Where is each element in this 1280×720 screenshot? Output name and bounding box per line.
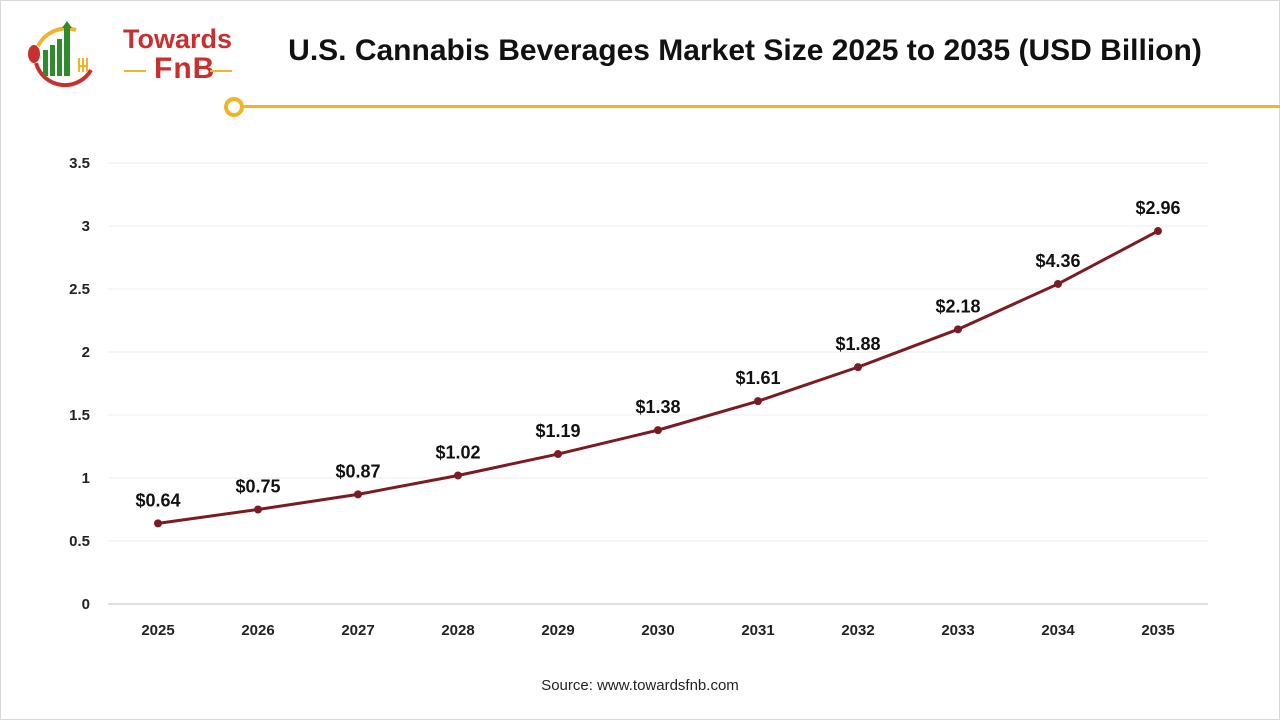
x-tick-label: 2034	[1041, 622, 1075, 639]
logo-text-fnb: FnB	[154, 52, 216, 85]
y-tick-label: 0.5	[69, 533, 90, 550]
x-tick-label: 2035	[1141, 622, 1174, 639]
towards-fnb-logo: Towards FnB	[26, 18, 232, 88]
data-label: $2.18	[935, 296, 980, 316]
data-point	[554, 450, 562, 459]
source-note: Source: www.towardsfnb.com	[541, 677, 739, 694]
x-tick-label: 2032	[841, 622, 874, 639]
data-label: $2.96	[1135, 198, 1180, 218]
y-tick-label: 3.5	[69, 155, 90, 172]
data-label: $4.36	[1035, 251, 1080, 271]
x-tick-label: 2033	[941, 622, 974, 639]
y-tick-label: 2	[82, 344, 90, 361]
logo-mark-icon	[28, 21, 93, 88]
data-label: $1.19	[535, 421, 580, 441]
y-tick-label: 1.5	[69, 407, 90, 424]
data-label: $0.64	[135, 490, 180, 510]
data-label: $1.02	[435, 442, 480, 462]
data-label: $0.75	[235, 477, 280, 497]
y-tick-label: 3	[82, 218, 90, 235]
data-point	[154, 519, 162, 528]
divider-dot	[224, 97, 244, 117]
x-tick-label: 2030	[641, 622, 674, 639]
logo-text-towards: Towards	[123, 24, 233, 54]
title-divider	[240, 105, 1280, 108]
chart-title: U.S. Cannabis Beverages Market Size 2025…	[288, 34, 1202, 67]
data-label: $0.87	[335, 461, 380, 481]
x-tick-label: 2031	[741, 622, 774, 639]
x-tick-label: 2027	[341, 622, 374, 639]
y-tick-label: 0	[82, 596, 90, 613]
data-point	[254, 505, 262, 514]
data-point	[454, 471, 462, 480]
data-label: $1.88	[835, 334, 880, 354]
x-tick-label: 2029	[541, 622, 574, 639]
data-point	[854, 363, 862, 372]
data-point	[754, 397, 762, 406]
data-label: $1.61	[735, 368, 780, 388]
series-line	[157, 229, 1159, 525]
x-tick-label: 2028	[441, 622, 474, 639]
data-label: $1.38	[635, 397, 680, 417]
data-point	[954, 325, 962, 334]
data-point	[654, 426, 662, 435]
data-point	[1054, 279, 1062, 288]
y-tick-label: 2.5	[69, 281, 90, 298]
y-tick-label: 1	[82, 470, 90, 487]
data-point	[1154, 227, 1162, 236]
x-tick-label: 2026	[241, 622, 274, 639]
data-point	[354, 490, 362, 499]
x-tick-label: 2025	[141, 622, 174, 639]
